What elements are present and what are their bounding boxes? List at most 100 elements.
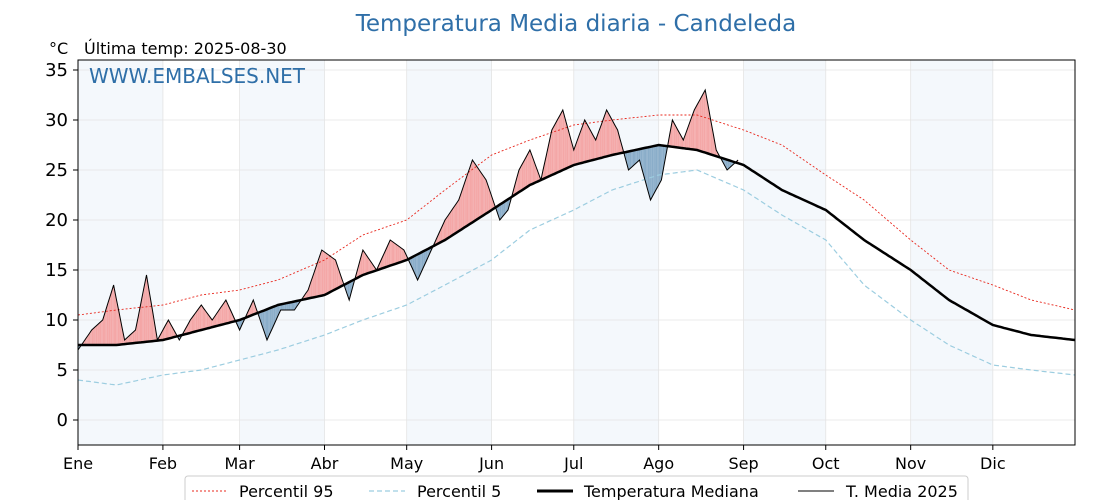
anomaly-fill-above bbox=[387, 243, 389, 267]
anomaly-fill-above bbox=[99, 321, 102, 345]
anomaly-fill-above bbox=[449, 212, 451, 238]
anomaly-fill-above bbox=[483, 176, 485, 216]
anomaly-fill-below bbox=[416, 254, 418, 280]
anomaly-fill-above bbox=[336, 264, 339, 289]
x-tick-label-nov: Nov bbox=[895, 454, 926, 473]
anomaly-fill-below bbox=[629, 150, 632, 169]
legend-label-p5: Percentil 5 bbox=[417, 482, 501, 500]
anomaly-fill-below bbox=[279, 304, 281, 313]
anomaly-fill-above bbox=[365, 254, 367, 275]
anomaly-fill-below bbox=[501, 202, 503, 219]
anomaly-fill-above bbox=[575, 142, 577, 165]
x-tick-label-feb: Feb bbox=[149, 454, 177, 473]
anomaly-fill-above bbox=[606, 110, 608, 157]
anomaly-fill-above bbox=[613, 122, 615, 155]
anomaly-fill-above bbox=[594, 137, 596, 160]
anomaly-fill-above bbox=[550, 130, 552, 176]
anomaly-fill-above bbox=[488, 188, 491, 212]
anomaly-fill-above bbox=[465, 176, 467, 227]
anomaly-fill-above bbox=[609, 115, 611, 156]
anomaly-fill-above bbox=[402, 249, 404, 262]
anomaly-fill-below bbox=[634, 150, 636, 165]
anomaly-fill-below bbox=[635, 149, 637, 164]
anomaly-fill-above bbox=[469, 164, 472, 225]
x-tick-label-jul: Jul bbox=[563, 454, 583, 473]
anomaly-fill-above bbox=[217, 310, 220, 326]
anomaly-fill-above bbox=[191, 316, 194, 333]
anomaly-fill-above bbox=[679, 132, 681, 148]
anomaly-fill-above bbox=[476, 166, 478, 220]
anomaly-fill-above bbox=[566, 125, 569, 169]
chart-title: Temperatura Media diaria - Candeleda bbox=[355, 11, 797, 37]
anomaly-fill-below bbox=[266, 308, 269, 340]
anomaly-fill-above bbox=[208, 314, 210, 329]
anomaly-fill-above bbox=[710, 120, 713, 155]
anomaly-fill-above bbox=[320, 250, 322, 296]
anomaly-fill-above bbox=[206, 312, 209, 329]
y-axis: 0 5 10 15 20 25 30 35 bbox=[45, 60, 78, 431]
anomaly-fill-above bbox=[145, 275, 147, 342]
anomaly-fill-above bbox=[529, 150, 532, 185]
anomaly-fill-below bbox=[413, 255, 415, 274]
anomaly-fill-below bbox=[265, 309, 267, 340]
anomaly-fill-above bbox=[171, 325, 173, 338]
anomaly-fill-above bbox=[517, 170, 519, 194]
x-tick-label-oct: Oct bbox=[812, 454, 840, 473]
anomaly-fill-above bbox=[368, 258, 370, 274]
anomaly-fill-below bbox=[728, 160, 730, 169]
x-axis: Ene Feb Mar Abr May Jun Jul Ago Sep Oct Nov Dic bbox=[63, 445, 1006, 473]
anomaly-fill-above bbox=[471, 160, 473, 224]
anomaly-fill-above bbox=[401, 248, 403, 262]
anomaly-fill-above bbox=[468, 168, 470, 225]
anomaly-fill-below bbox=[286, 302, 288, 310]
anomaly-fill-above bbox=[169, 322, 172, 339]
anomaly-fill-above bbox=[554, 122, 556, 174]
anomaly-fill-above bbox=[104, 311, 106, 345]
anomaly-fill-above bbox=[531, 153, 533, 185]
anomaly-fill-above bbox=[146, 275, 148, 342]
anomaly-fill-below bbox=[664, 145, 666, 165]
anomaly-fill-above bbox=[680, 135, 682, 149]
anomaly-fill-above bbox=[224, 300, 226, 324]
y-tick-label-25: 25 bbox=[45, 160, 68, 181]
anomaly-fill-above bbox=[445, 218, 447, 240]
anomaly-fill-above bbox=[486, 180, 488, 214]
anomaly-fill-above bbox=[677, 130, 680, 148]
anomaly-fill-above bbox=[561, 110, 563, 171]
anomaly-fill-below bbox=[727, 159, 729, 170]
anomaly-fill-above bbox=[95, 325, 98, 345]
anomaly-fill-above bbox=[199, 305, 202, 331]
anomaly-fill-above bbox=[614, 125, 617, 155]
anomaly-fill-above bbox=[332, 258, 335, 291]
anomaly-fill-above bbox=[534, 161, 536, 184]
unit-label: °C bbox=[49, 39, 68, 58]
anomaly-fill-above bbox=[676, 127, 678, 148]
anomaly-fill-above bbox=[695, 105, 698, 150]
anomaly-fill-above bbox=[131, 332, 133, 344]
anomaly-fill-above bbox=[114, 291, 117, 345]
anomaly-fill-below bbox=[653, 145, 655, 195]
y-tick-label-0: 0 bbox=[57, 410, 68, 431]
anomaly-fill-below bbox=[423, 250, 425, 268]
anomaly-fill-above bbox=[535, 165, 537, 183]
anomaly-fill-above bbox=[527, 152, 529, 187]
anomaly-fill-below bbox=[638, 149, 640, 162]
anomaly-fill-above bbox=[569, 135, 572, 167]
anomaly-fill-above bbox=[357, 265, 359, 278]
anomaly-fill-above bbox=[128, 335, 131, 344]
anomaly-fill-above bbox=[101, 320, 103, 345]
anomaly-fill-above bbox=[697, 102, 699, 151]
anomaly-fill-below bbox=[272, 306, 274, 328]
anomaly-fill-above bbox=[323, 251, 325, 296]
anomaly-fill-above bbox=[319, 254, 321, 297]
anomaly-fill-above bbox=[457, 200, 459, 233]
anomaly-fill-above bbox=[462, 184, 465, 229]
anomaly-fill-below bbox=[506, 199, 509, 212]
anomaly-fill-above bbox=[327, 254, 329, 294]
anomaly-fill-above bbox=[398, 246, 400, 263]
anomaly-fill-above bbox=[188, 320, 191, 334]
anomaly-fill-below bbox=[291, 301, 294, 310]
anomaly-fill-above bbox=[225, 300, 228, 324]
series-lines bbox=[77, 88, 1076, 386]
anomaly-fill-below bbox=[284, 303, 287, 310]
